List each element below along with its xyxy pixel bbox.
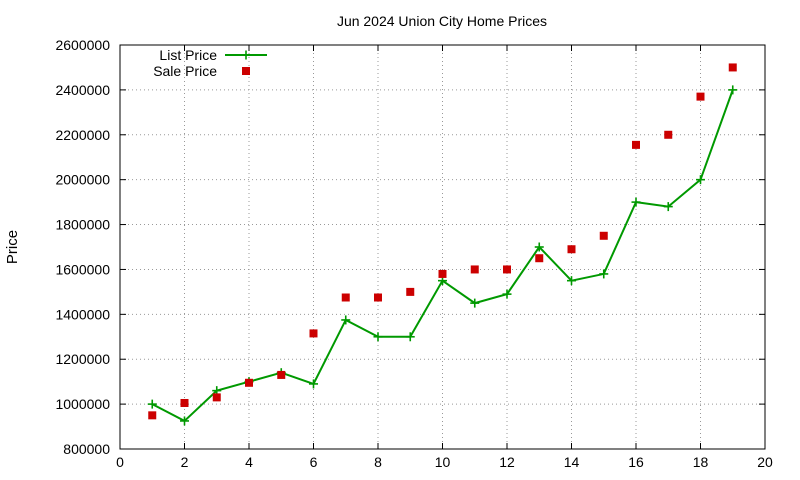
- y-tick-label: 2000000: [55, 172, 110, 188]
- legend: List Price Sale Price: [153, 47, 267, 79]
- sale-price-point: [309, 329, 318, 338]
- y-tick-label: 2600000: [55, 37, 110, 53]
- y-tick-label: 1000000: [55, 396, 110, 412]
- y-tick-label: 800000: [63, 441, 110, 457]
- axis-ticks: 0 2 4 6 8 10 12 14 16 18 20 800000 1000000 1200000 140…: [55, 37, 773, 470]
- list-price-point: [405, 332, 415, 342]
- x-tick-label: 8: [374, 454, 382, 470]
- x-tick-label: 2: [181, 454, 189, 470]
- y-tick-label: 2400000: [55, 82, 110, 98]
- list-price-point: [567, 276, 576, 286]
- y-axis-label: Price: [4, 230, 21, 264]
- x-tick-label: 0: [116, 454, 124, 470]
- sale-price-point: [148, 411, 157, 420]
- list-price-point: [147, 399, 157, 409]
- sale-price-point: [438, 269, 447, 278]
- x-tick-label: 6: [310, 454, 318, 470]
- sale-price-point: [180, 398, 189, 407]
- sale-price-point: [470, 265, 479, 274]
- chart-title: Jun 2024 Union City Home Prices: [337, 13, 547, 29]
- legend-sample-list-price-marker: [241, 50, 251, 60]
- list-price-point: [663, 202, 673, 212]
- list-price-point: [502, 289, 512, 299]
- list-price-point: [534, 242, 544, 252]
- sale-price-point: [696, 92, 705, 101]
- legend-sample-sale-price-marker: [242, 67, 250, 75]
- x-tick-label: 16: [628, 454, 644, 470]
- legend-label-sale-price: Sale Price: [153, 63, 217, 79]
- y-tick-label: 1600000: [55, 261, 110, 277]
- list-price-point: [180, 416, 189, 426]
- x-tick-label: 12: [499, 454, 515, 470]
- list-price-point: [631, 197, 641, 207]
- sale-price-point: [632, 140, 640, 149]
- sale-price-point: [664, 130, 673, 139]
- y-tick-label: 1800000: [55, 217, 110, 233]
- list-price-point: [341, 315, 351, 325]
- series-layer: [147, 63, 738, 426]
- sale-price-point: [503, 265, 511, 274]
- list-price-point: [309, 379, 318, 389]
- sale-price-point: [535, 254, 544, 263]
- sale-price-point: [212, 393, 221, 402]
- sale-price-point: [341, 293, 350, 302]
- sale-price-point: [599, 231, 608, 240]
- sale-price-point: [567, 245, 576, 254]
- x-tick-label: 18: [693, 454, 709, 470]
- x-tick-label: 10: [435, 454, 451, 470]
- legend-label-list-price: List Price: [159, 47, 217, 63]
- x-tick-label: 14: [564, 454, 580, 470]
- list-price-point: [599, 269, 609, 279]
- y-tick-label: 1200000: [55, 351, 110, 367]
- y-tick-label: 2200000: [55, 127, 110, 143]
- x-tick-label: 4: [245, 454, 253, 470]
- list-price-point: [696, 175, 705, 185]
- sale-price-point: [277, 370, 286, 379]
- y-tick-label: 1400000: [55, 306, 110, 322]
- list-price-line: [151, 89, 734, 423]
- list-price-point: [728, 85, 738, 95]
- sale-price-point: [728, 63, 737, 72]
- sale-price-point: [245, 378, 253, 387]
- sale-price-point: [374, 293, 382, 302]
- list-price-point: [373, 332, 383, 342]
- x-tick-label: 20: [757, 454, 773, 470]
- sale-price-point: [406, 287, 415, 296]
- list-price-point: [470, 298, 480, 308]
